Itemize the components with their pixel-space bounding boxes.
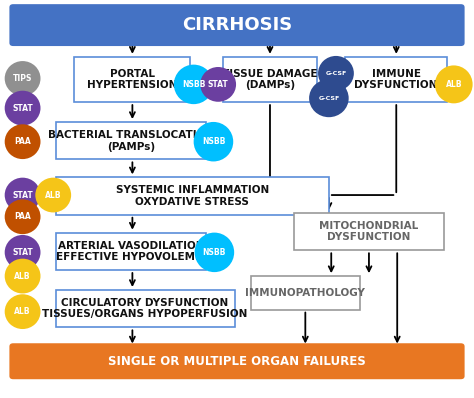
FancyBboxPatch shape [55,122,206,160]
Text: PORTAL
HYPERTENSION: PORTAL HYPERTENSION [87,68,177,90]
Text: NSBB: NSBB [182,80,205,89]
Ellipse shape [5,235,40,270]
Text: ALB: ALB [14,307,31,316]
Ellipse shape [5,259,40,293]
Text: STAT: STAT [208,80,228,89]
FancyBboxPatch shape [293,213,444,250]
Text: G-CSF: G-CSF [318,96,339,101]
Ellipse shape [5,91,40,125]
Text: NSBB: NSBB [203,248,226,257]
FancyBboxPatch shape [55,290,235,328]
Text: ARTERIAL VASODILATION
EFFECTIVE HYPOVOLEMIA: ARTERIAL VASODILATION EFFECTIVE HYPOVOLE… [55,240,206,262]
FancyBboxPatch shape [223,57,317,102]
Ellipse shape [5,124,40,159]
Text: NSBB: NSBB [202,137,225,146]
Ellipse shape [309,79,349,117]
Ellipse shape [195,232,234,272]
Text: MITOCHONDRIAL
DYSFUNCTION: MITOCHONDRIAL DYSFUNCTION [319,221,419,242]
Text: STAT: STAT [12,103,33,113]
Text: STAT: STAT [12,248,33,257]
Text: BACTERIAL TRANSLOCATION
(PAMPs): BACTERIAL TRANSLOCATION (PAMPs) [48,130,214,152]
Text: IMMUNE
DYSFUNCTION: IMMUNE DYSFUNCTION [355,68,438,90]
Ellipse shape [435,65,473,103]
Text: SYSTEMIC INFLAMMATION
OXYDATIVE STRESS: SYSTEMIC INFLAMMATION OXYDATIVE STRESS [116,185,269,207]
Ellipse shape [200,67,236,102]
FancyBboxPatch shape [9,343,465,379]
Text: ALB: ALB [446,80,462,89]
Text: TISSUE DAMAGE
(DAMPs): TISSUE DAMAGE (DAMPs) [222,68,318,90]
FancyBboxPatch shape [74,57,190,102]
Text: STAT: STAT [12,191,33,199]
FancyBboxPatch shape [251,276,359,310]
Ellipse shape [5,199,40,234]
Text: G-CSF: G-CSF [325,71,346,76]
Text: PAA: PAA [14,212,31,221]
Ellipse shape [318,56,354,91]
Text: SINGLE OR MULTIPLE ORGAN FAILURES: SINGLE OR MULTIPLE ORGAN FAILURES [108,355,366,368]
FancyBboxPatch shape [9,4,465,46]
Ellipse shape [36,178,71,213]
FancyBboxPatch shape [55,232,206,270]
Text: IMMUNOPATHOLOGY: IMMUNOPATHOLOGY [246,288,365,298]
Text: PAA: PAA [14,137,31,146]
Text: CIRCULATORY DYSFUNCTION
TISSUES/ORGANS HYPOPERFUSION: CIRCULATORY DYSFUNCTION TISSUES/ORGANS H… [43,298,248,320]
Ellipse shape [5,294,40,329]
Text: CIRRHOSIS: CIRRHOSIS [182,16,292,34]
FancyBboxPatch shape [346,57,447,102]
Ellipse shape [174,64,213,104]
Text: TIPS: TIPS [13,74,32,83]
Ellipse shape [5,178,40,213]
Ellipse shape [5,61,40,96]
Text: ALB: ALB [45,191,62,199]
Text: ALB: ALB [14,271,31,281]
Ellipse shape [194,122,233,162]
FancyBboxPatch shape [55,177,329,215]
